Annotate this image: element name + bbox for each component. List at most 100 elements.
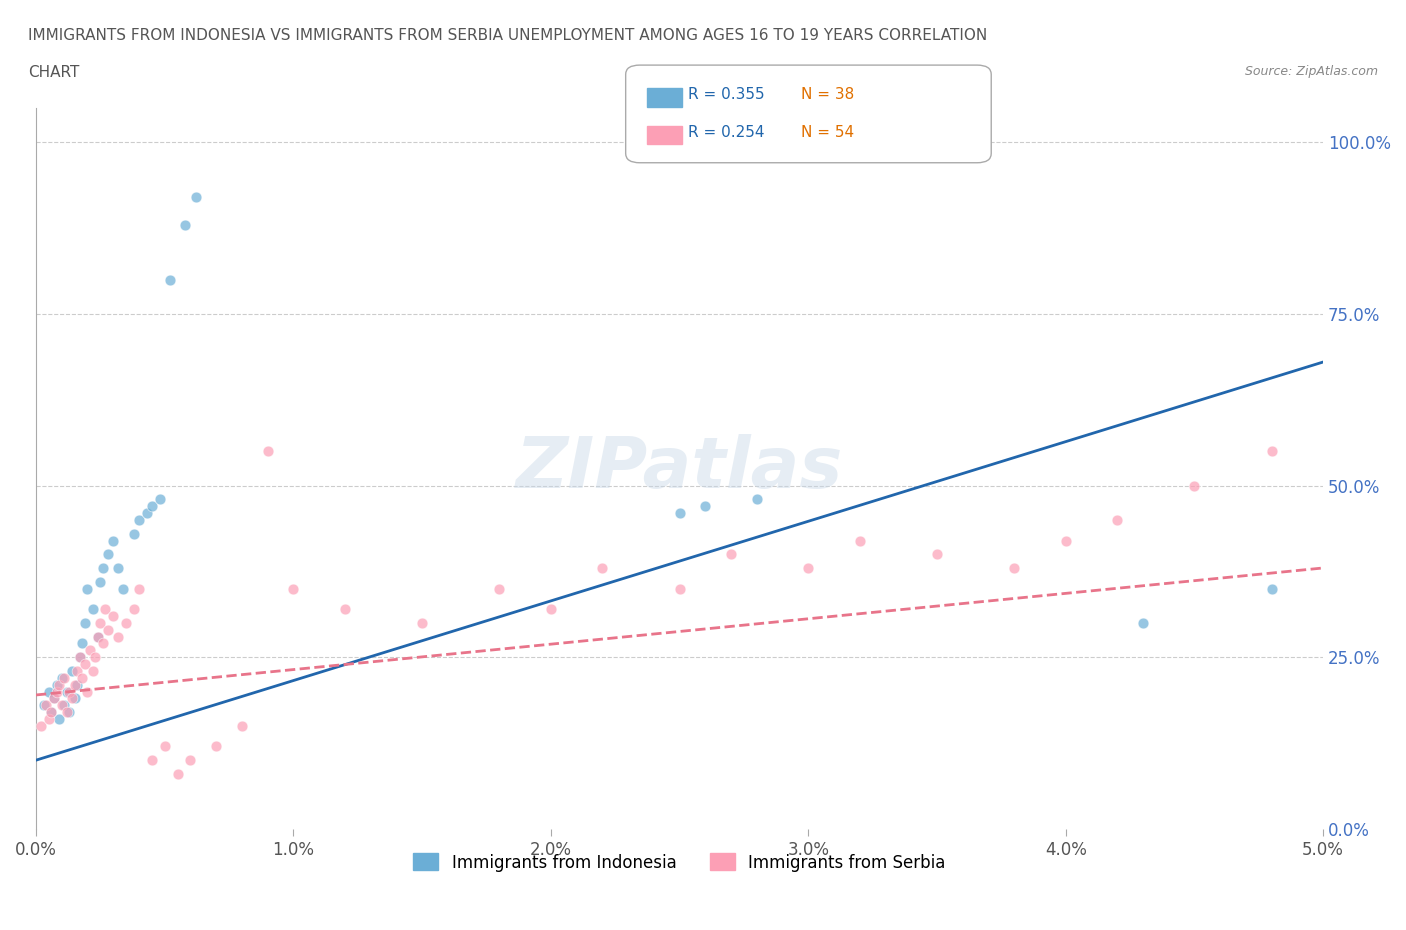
Point	[720, 547, 742, 562]
Point	[87, 630, 110, 644]
Point	[128, 581, 150, 596]
Point	[76, 684, 98, 699]
Text: R = 0.254: R = 0.254	[688, 125, 763, 140]
Point	[925, 547, 948, 562]
Point	[283, 581, 305, 596]
Point	[797, 561, 820, 576]
Point	[695, 498, 717, 513]
Text: Source: ZipAtlas.com: Source: ZipAtlas.com	[1244, 65, 1378, 78]
Point	[60, 691, 83, 706]
Point	[66, 663, 89, 678]
Point	[89, 616, 111, 631]
Point	[101, 533, 124, 548]
Point	[66, 677, 89, 692]
Point	[30, 719, 52, 734]
Legend: Immigrants from Indonesia, Immigrants from Serbia: Immigrants from Indonesia, Immigrants fr…	[406, 846, 952, 878]
Point	[1002, 561, 1025, 576]
Point	[42, 691, 65, 706]
Point	[87, 630, 110, 644]
Point	[56, 684, 79, 699]
Point	[540, 602, 562, 617]
Point	[32, 698, 55, 712]
Point	[122, 526, 145, 541]
Point	[69, 650, 91, 665]
Point	[1054, 533, 1077, 548]
Point	[1260, 444, 1282, 458]
Point	[488, 581, 510, 596]
Point	[745, 492, 768, 507]
Point	[41, 705, 63, 720]
Point	[333, 602, 356, 617]
Point	[73, 657, 96, 671]
Point	[82, 663, 104, 678]
Point	[1132, 616, 1154, 631]
Point	[79, 643, 101, 658]
Point	[166, 766, 188, 781]
Point	[53, 698, 76, 712]
Point	[184, 190, 207, 205]
Text: R = 0.355: R = 0.355	[688, 87, 763, 102]
Point	[231, 719, 253, 734]
Point	[668, 506, 690, 521]
Point	[48, 677, 70, 692]
Point	[668, 581, 690, 596]
Point	[107, 561, 129, 576]
Point	[141, 752, 163, 767]
Point	[97, 622, 120, 637]
Point	[76, 581, 98, 596]
Point	[48, 711, 70, 726]
Point	[72, 636, 94, 651]
Point	[84, 650, 107, 665]
Point	[115, 616, 138, 631]
Point	[153, 739, 176, 754]
Point	[179, 752, 201, 767]
Point	[141, 498, 163, 513]
Point	[38, 711, 60, 726]
Point	[107, 630, 129, 644]
Point	[1260, 581, 1282, 596]
Point	[69, 650, 91, 665]
Point	[101, 608, 124, 623]
Point	[159, 272, 181, 287]
Point	[128, 512, 150, 527]
Point	[205, 739, 228, 754]
Point	[35, 698, 58, 712]
Point	[82, 602, 104, 617]
Point	[135, 506, 157, 521]
Text: N = 38: N = 38	[801, 87, 855, 102]
Point	[42, 691, 65, 706]
Text: N = 54: N = 54	[801, 125, 855, 140]
Point	[122, 602, 145, 617]
Point	[91, 636, 114, 651]
Text: IMMIGRANTS FROM INDONESIA VS IMMIGRANTS FROM SERBIA UNEMPLOYMENT AMONG AGES 16 T: IMMIGRANTS FROM INDONESIA VS IMMIGRANTS …	[28, 28, 987, 43]
Point	[89, 574, 111, 589]
Point	[56, 705, 79, 720]
Point	[45, 677, 67, 692]
Point	[1107, 512, 1129, 527]
Point	[97, 547, 120, 562]
Point	[174, 218, 197, 232]
Point	[591, 561, 613, 576]
Point	[848, 533, 870, 548]
Point	[63, 677, 86, 692]
Point	[72, 671, 94, 685]
Point	[256, 444, 278, 458]
Point	[148, 492, 170, 507]
Point	[45, 684, 67, 699]
Point	[1184, 478, 1206, 493]
Point	[60, 663, 83, 678]
Point	[411, 616, 433, 631]
Point	[91, 561, 114, 576]
Point	[58, 684, 80, 699]
Point	[112, 581, 135, 596]
Point	[53, 671, 76, 685]
Point	[51, 698, 73, 712]
Point	[73, 616, 96, 631]
Point	[58, 705, 80, 720]
Point	[41, 705, 63, 720]
Point	[38, 684, 60, 699]
Point	[63, 691, 86, 706]
Text: CHART: CHART	[28, 65, 80, 80]
Point	[94, 602, 117, 617]
Text: ZIPatlas: ZIPatlas	[516, 434, 844, 503]
